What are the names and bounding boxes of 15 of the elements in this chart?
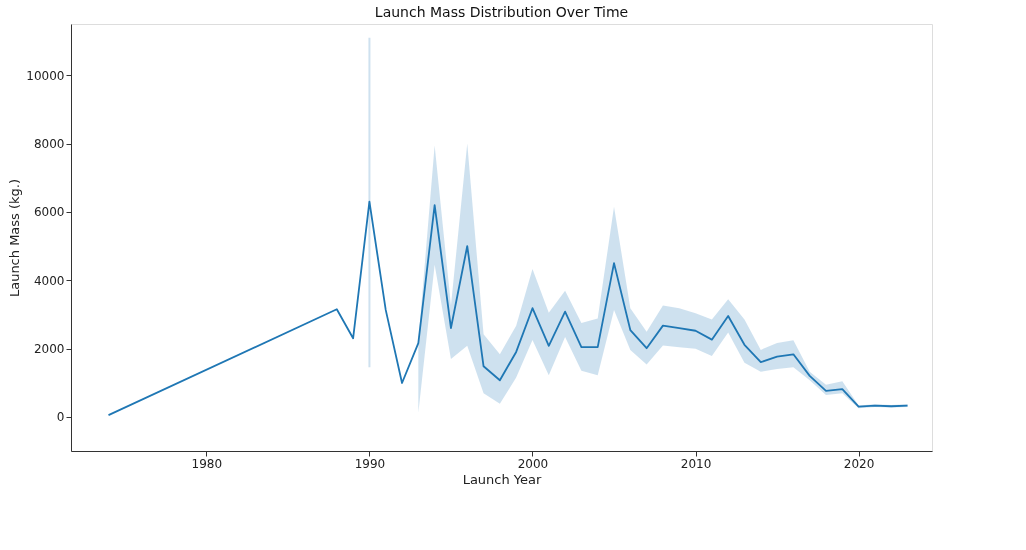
- y-tick-label: 6000: [33, 205, 65, 220]
- y-tick-label: 4000: [33, 273, 65, 288]
- y-tick-label: 10000: [26, 68, 65, 83]
- chart-title: Launch Mass Distribution Over Time: [374, 4, 629, 20]
- y-axis-title: Launch Mass (kg.): [7, 178, 23, 298]
- y-tick-label: 2000: [33, 342, 65, 357]
- x-tick-label: 2010: [680, 456, 712, 471]
- y-tick-label: 8000: [33, 137, 65, 152]
- x-tick-label: 1990: [354, 456, 386, 471]
- x-tick-label: 2020: [843, 456, 875, 471]
- line-series: [107, 200, 909, 417]
- x-axis-title: Launch Year: [462, 471, 543, 487]
- y-tick-label: 0: [56, 410, 65, 425]
- x-tick-label: 2000: [517, 456, 549, 471]
- x-tick-label: 1980: [191, 456, 223, 471]
